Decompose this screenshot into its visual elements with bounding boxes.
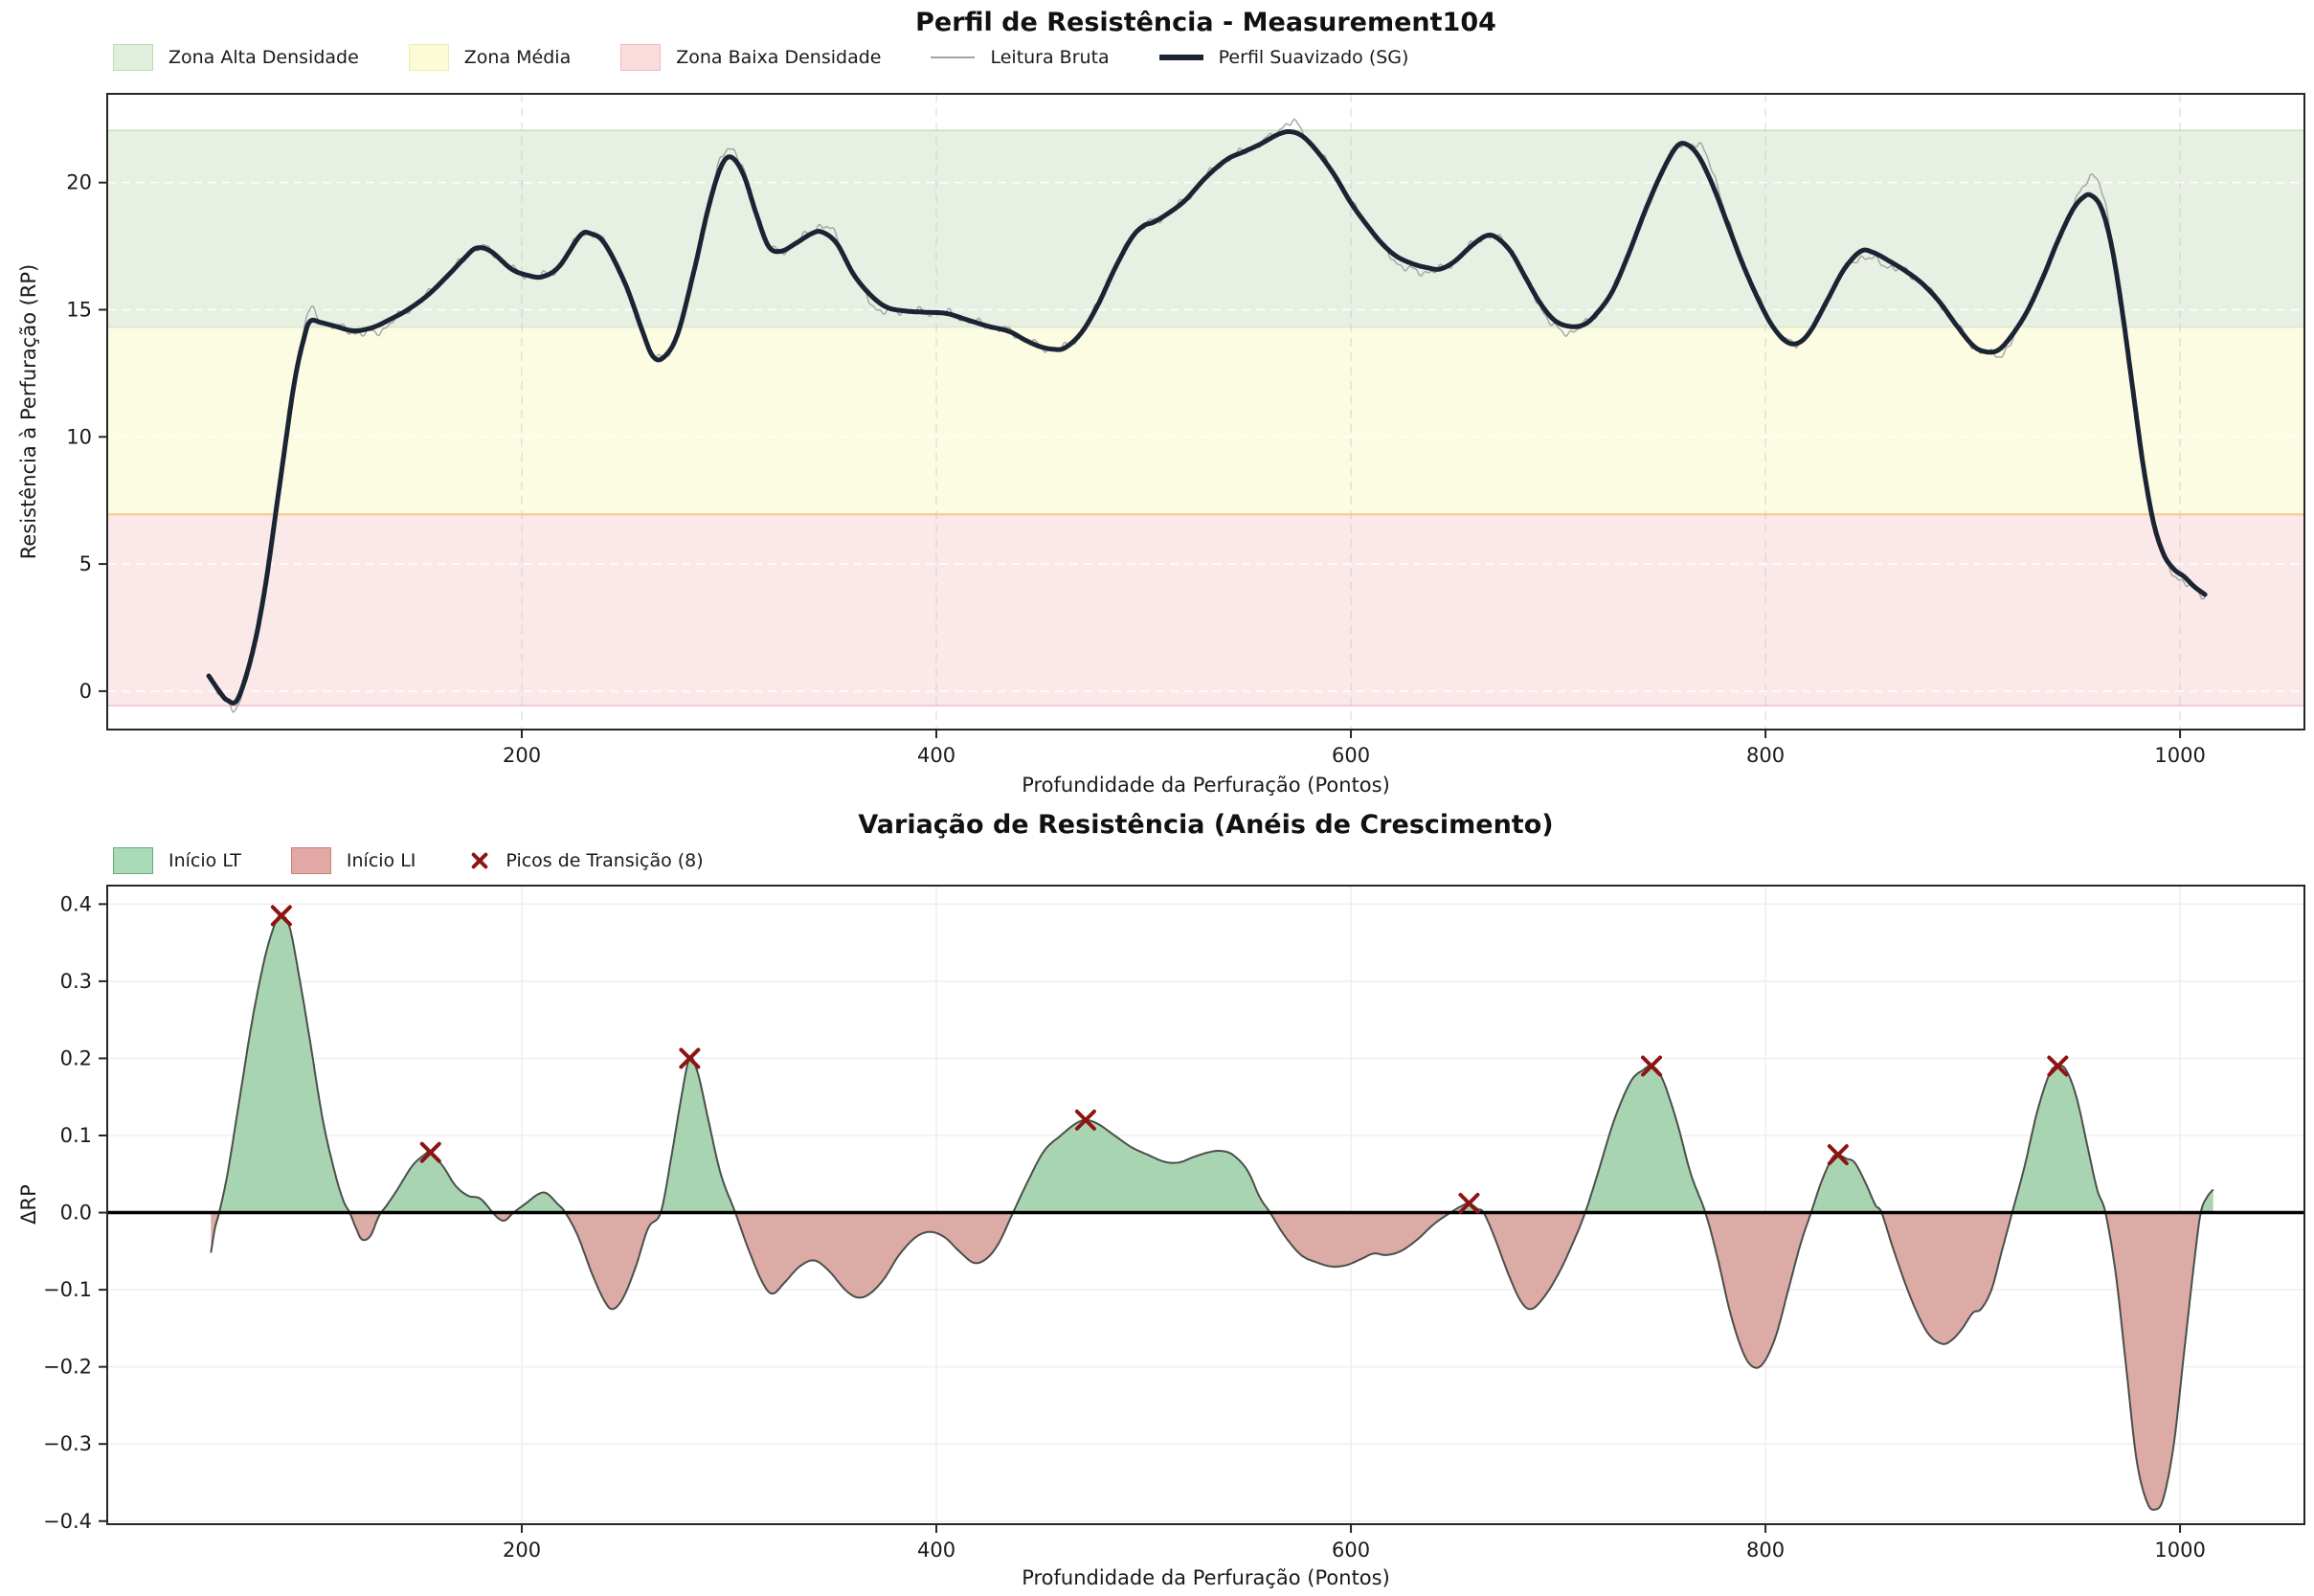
bottom-x-tick-label: 400 — [917, 1539, 955, 1562]
bottom-x-tick-label: 200 — [503, 1539, 541, 1562]
bottom-x-tick-label: 600 — [1332, 1539, 1370, 1562]
top-x-tick-label: 200 — [503, 744, 541, 767]
top-x-axis-label: Profundidade da Perfuração (Pontos) — [1022, 774, 1390, 797]
top-chart-legend: Zona Alta Densidade Zona Média Zona Baixa … — [113, 44, 1458, 71]
top-legend-item: Leitura Bruta — [931, 47, 1110, 68]
top-y-tick-label: 10 — [66, 425, 92, 448]
legend-patch-swatch-icon — [620, 44, 662, 71]
bottom-y-tick-label: −0.1 — [43, 1278, 92, 1301]
x-marker — [679, 1047, 701, 1069]
legend-label: Início LI — [346, 850, 416, 871]
bottom-y-tick-label: −0.4 — [43, 1510, 92, 1533]
legend-label: Perfil Suavizado (SG) — [1218, 47, 1409, 68]
top-legend-item: Perfil Suavizado (SG) — [1158, 47, 1409, 68]
bottom-gridlines — [107, 886, 2304, 1524]
bottom-legend-item: Início LI — [290, 847, 416, 874]
bottom-legend-item: Início LT — [113, 847, 241, 874]
bottom-y-tick-label: 0.4 — [60, 892, 92, 915]
top-y-axis-label: Resistência à Perfuração (RP) — [17, 263, 40, 560]
legend-patch-swatch-icon — [408, 44, 449, 71]
negative-area-li — [211, 1212, 2213, 1510]
top-legend-item: Zona Baixa Densidade — [620, 44, 881, 71]
x-marker — [2047, 1055, 2069, 1077]
legend-label: Zona Alta Densidade — [168, 47, 359, 68]
legend-patch-swatch-icon — [113, 847, 153, 874]
bottom-chart-title: Variação de Resistência (Anéis de Cresci… — [858, 810, 1554, 840]
zone-band — [107, 326, 2304, 515]
bottom-y-axis-label: ΔRP — [17, 1184, 40, 1225]
x-marker — [1827, 1144, 1849, 1166]
bottom-axes: 0.4 0.3 0.2 0.1 0.0 −0.1 −0.2 −0.3 −0.4 200 400 600… — [43, 885, 2305, 1562]
x-marker — [419, 1141, 441, 1163]
top-x-tick-label: 400 — [917, 744, 955, 767]
legend-line-swatch-icon — [931, 56, 976, 58]
top-density-zones — [107, 129, 2304, 708]
bottom-x-tick-label: 800 — [1746, 1539, 1785, 1562]
zone-band — [107, 514, 2304, 707]
bottom-plot: 0.4 0.3 0.2 0.1 0.0 −0.1 −0.2 −0.3 −0.4 200 400 600… — [43, 885, 2305, 1562]
top-legend-item: Zona Alta Densidade — [113, 44, 359, 71]
x-marker — [1074, 1109, 1096, 1131]
bottom-y-tick-label: −0.3 — [43, 1432, 92, 1455]
legend-label: Leitura Bruta — [990, 47, 1110, 68]
bottom-series — [210, 914, 2214, 1511]
top-y-tick-label: 0 — [79, 680, 92, 703]
transition-peak-markers — [270, 905, 2069, 1214]
bottom-y-tick-label: 0.1 — [60, 1124, 92, 1147]
top-y-tick-label: 20 — [66, 171, 92, 194]
smoothed-profile-line — [206, 129, 2208, 706]
legend-x-marker-icon — [465, 846, 494, 875]
top-y-tick-label: 5 — [79, 552, 92, 575]
legend-patch-swatch-icon — [290, 847, 331, 874]
bottom-chart-legend: Início LT Início LI Picos de Transição (8) — [113, 846, 753, 875]
top-plot: 0 5 10 15 20 200 400 600 800 1000 — [66, 93, 2305, 767]
bottom-y-tick-label: −0.2 — [43, 1356, 92, 1379]
legend-label: Início LT — [168, 850, 241, 871]
delta-rp-line — [210, 914, 2214, 1511]
x-marker — [270, 905, 292, 927]
bottom-x-axis-label: Profundidade da Perfuração (Pontos) — [1022, 1566, 1390, 1589]
bottom-y-tick-label: 0.3 — [60, 970, 92, 993]
positive-area-lt — [211, 915, 2213, 1213]
legend-patch-swatch-icon — [113, 44, 153, 71]
x-marker — [1458, 1192, 1480, 1214]
legend-line-swatch-icon — [1158, 55, 1203, 60]
top-legend-item: Zona Média — [408, 44, 572, 71]
x-marker — [1640, 1055, 1662, 1077]
top-x-tick-label: 800 — [1746, 744, 1785, 767]
top-x-tick-label: 600 — [1332, 744, 1370, 767]
legend-label: Picos de Transição (8) — [505, 850, 704, 871]
legend-label: Zona Baixa Densidade — [676, 47, 882, 68]
top-axes: 0 5 10 15 20 200 400 600 800 1000 — [66, 93, 2305, 767]
zone-band — [107, 130, 2304, 327]
bottom-y-tick-label: 0.2 — [60, 1046, 92, 1069]
top-chart-title: Perfil de Resistência - Measurement104 — [915, 8, 1496, 37]
legend-label: Zona Média — [463, 47, 572, 68]
top-y-tick-label: 15 — [66, 298, 92, 321]
top-x-tick-label: 1000 — [2154, 744, 2205, 767]
top-series — [206, 118, 2208, 713]
bottom-legend-item: Picos de Transição (8) — [465, 846, 703, 875]
bottom-y-tick-label: 0.0 — [60, 1202, 92, 1225]
bottom-x-tick-label: 1000 — [2154, 1539, 2205, 1562]
